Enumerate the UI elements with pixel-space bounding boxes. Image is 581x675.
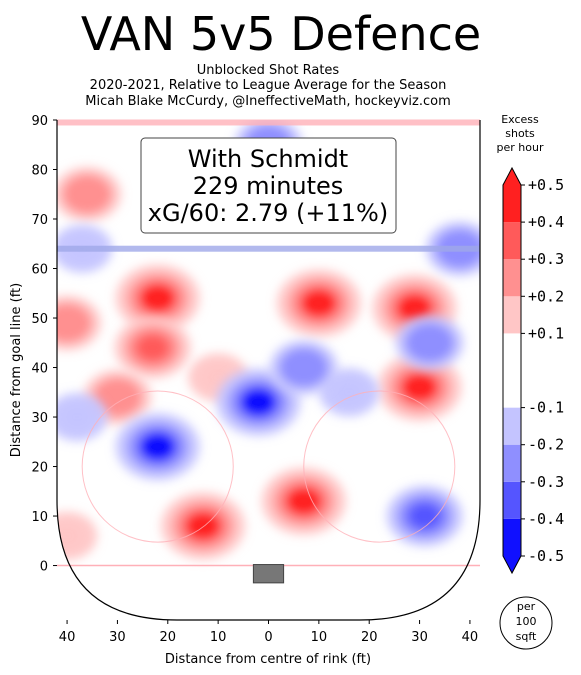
heat-blob xyxy=(261,467,346,535)
y-tick-label: 30 xyxy=(31,411,48,426)
colorbar: Excess shots per hour -0.5-0.4-0.3-0.2-0… xyxy=(497,113,564,575)
chart-subtitle-1: Unblocked Shot Rates xyxy=(197,63,340,78)
heat-blob xyxy=(114,317,191,379)
colorbar-swatch xyxy=(503,518,521,556)
x-axis-ticks: 40 30 20 10 0 10 20 30 40 xyxy=(59,620,478,645)
centre-line xyxy=(57,119,480,126)
rink-markings xyxy=(57,119,480,567)
rink-plot xyxy=(56,119,481,621)
x-tick-label: 40 xyxy=(462,630,479,645)
x-tick-label: 40 xyxy=(59,630,76,645)
y-axis-ticks: 0 10 20 30 40 50 60 70 80 90 xyxy=(31,114,57,575)
faceoff-circle xyxy=(303,390,456,543)
heatmap-layer xyxy=(57,120,480,560)
x-tick-label: 30 xyxy=(411,630,428,645)
colorbar-tick-label: -0.4 xyxy=(528,510,564,528)
x-tick-label: 10 xyxy=(311,630,328,645)
annotation-line-2: 229 minutes xyxy=(193,172,344,200)
colorbar-swatch xyxy=(503,407,521,445)
colorbar-swatch xyxy=(503,333,521,408)
y-tick-label: 20 xyxy=(31,461,48,476)
colorbar-ticks: -0.5 -0.4 -0.3 -0.2 -0.1 +0.1 +0.2 +0.3 +0.4 +0.5 xyxy=(521,176,564,565)
faceoff-circle xyxy=(81,390,234,543)
colorbar-tick-label: -0.5 xyxy=(528,547,564,565)
y-tick-label: 10 xyxy=(31,510,48,525)
unit-line-3: sqft xyxy=(516,630,537,643)
chart-subtitle-2: 2020-2021, Relative to League Average fo… xyxy=(90,78,447,93)
y-tick-label: 90 xyxy=(31,114,48,129)
goal-net xyxy=(252,564,285,584)
y-tick-label: 60 xyxy=(31,263,48,278)
x-axis-label: Distance from centre of rink (ft) xyxy=(165,652,371,667)
colorbar-tick-label: -0.1 xyxy=(528,399,564,417)
colorbar-tick-label: +0.1 xyxy=(528,324,564,342)
unit-line-1: per xyxy=(517,600,536,613)
heat-blob xyxy=(377,353,462,421)
colorbar-tick-label: +0.5 xyxy=(528,176,564,194)
chart-subtitle-3: Micah Blake McCurdy, @IneffectiveMath, h… xyxy=(85,94,451,109)
unit-badge: per 100 sqft xyxy=(499,596,553,650)
colorbar-tick-label: +0.2 xyxy=(528,287,564,305)
y-tick-label: 80 xyxy=(31,164,48,179)
heat-blob xyxy=(83,370,152,425)
colorbar-swatches xyxy=(502,166,522,575)
y-axis-label: Distance from goal line (ft) xyxy=(9,283,24,457)
y-tick-label: 40 xyxy=(31,362,48,377)
heat-blob xyxy=(319,368,380,417)
y-tick-label: 0 xyxy=(40,560,48,575)
x-tick-label: 10 xyxy=(210,630,227,645)
x-tick-label: 20 xyxy=(160,630,177,645)
annotation-line-1: With Schmidt xyxy=(188,145,348,173)
colorbar-swatch xyxy=(503,259,521,297)
heat-blob xyxy=(115,264,200,332)
unit-line-2: 100 xyxy=(516,615,537,628)
heat-blob xyxy=(386,485,463,547)
colorbar-title-1: Excess xyxy=(501,113,539,126)
colorbar-swatch xyxy=(503,444,521,482)
colorbar-swatch xyxy=(503,481,521,519)
colorbar-tick-label: +0.4 xyxy=(528,213,564,231)
colorbar-top-arrow xyxy=(503,168,521,185)
colorbar-tick-label: +0.3 xyxy=(528,250,564,268)
annotation-line-3: xG/60: 2.79 (+11%) xyxy=(148,199,388,227)
annotation-box: With Schmidt 229 minutes xG/60: 2.79 (+1… xyxy=(140,137,397,234)
colorbar-bottom-arrow xyxy=(503,556,521,573)
colorbar-title-2: shots xyxy=(505,127,535,140)
colorbar-swatch xyxy=(503,296,521,334)
blue-line xyxy=(57,245,480,252)
heat-blob xyxy=(57,295,102,351)
heat-blob xyxy=(57,167,122,222)
colorbar-title-3: per hour xyxy=(497,141,544,154)
chart-title: VAN 5v5 Defence xyxy=(81,7,481,61)
x-tick-label: 30 xyxy=(109,630,126,645)
colorbar-tick-label: -0.3 xyxy=(528,473,564,491)
colorbar-swatch xyxy=(503,185,521,223)
heat-blob xyxy=(269,340,338,395)
y-tick-label: 50 xyxy=(31,312,48,327)
heat-blob xyxy=(276,269,361,337)
x-tick-label: 0 xyxy=(264,630,272,645)
heat-blob xyxy=(161,492,246,560)
colorbar-swatch xyxy=(503,222,521,260)
heat-blob xyxy=(115,413,200,481)
y-tick-label: 70 xyxy=(31,213,48,228)
x-tick-label: 20 xyxy=(361,630,378,645)
colorbar-tick-label: -0.2 xyxy=(528,436,564,454)
heat-blob xyxy=(395,315,464,370)
